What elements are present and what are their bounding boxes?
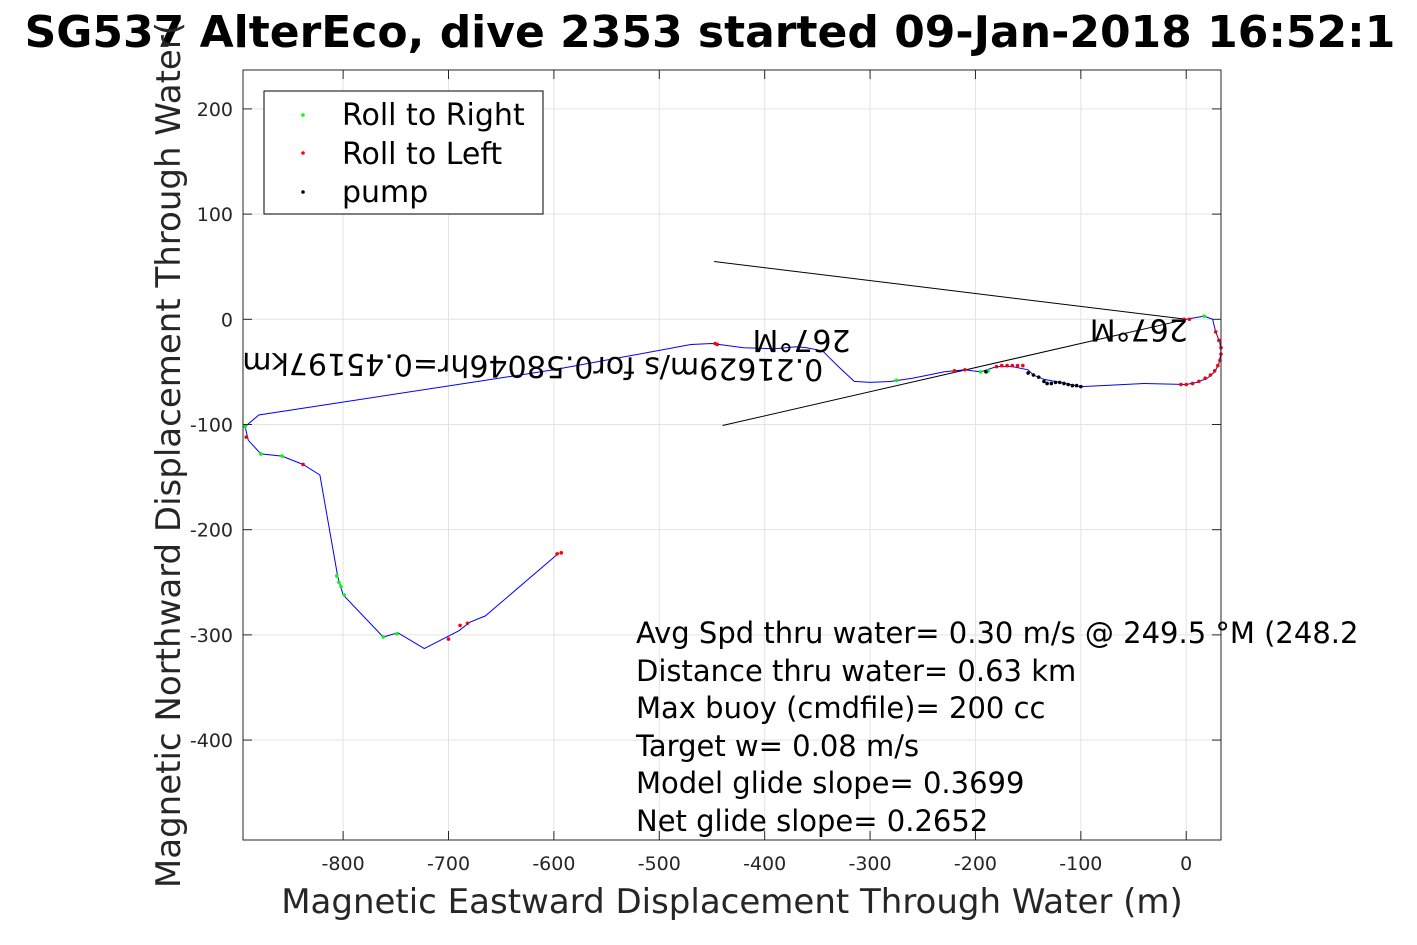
roll-right-point (395, 632, 399, 636)
stat-avg-speed: Avg Spd thru water= 0.30 m/s @ 249.5 °M … (636, 616, 1358, 650)
roll-right-point (339, 584, 343, 589)
pump-point (1049, 381, 1054, 386)
roll-left-point (1015, 363, 1020, 368)
pump-point (984, 370, 988, 374)
pump-point (1057, 380, 1062, 385)
pump-point (1074, 383, 1079, 388)
roll-left-point (1216, 363, 1220, 368)
marker-layer (243, 314, 1223, 641)
pump-point (1045, 381, 1049, 386)
y-tick-label: 0 (221, 309, 233, 331)
current-annotation: 0.21629m/s for0.58046hr=0.45197km (242, 345, 823, 387)
stat-target-w: Target w= 0.08 m/s (635, 729, 919, 763)
x-tick-label: 0 (1180, 853, 1192, 875)
stat-net-glide-slope: Net glide slope= 0.2652 (636, 804, 988, 838)
roll-left-point (1184, 382, 1189, 387)
roll-left-point (999, 363, 1004, 368)
roll-left-point (1187, 317, 1192, 322)
roll-right-point (381, 635, 385, 639)
roll-left-point (1197, 379, 1201, 384)
legend-box (263, 90, 544, 215)
roll-right-point (978, 370, 983, 374)
x-tick-label: -200 (954, 853, 997, 875)
roll-left-point (458, 623, 462, 628)
roll-right-point (1202, 314, 1206, 318)
grid (243, 70, 1221, 840)
x-axis-label: Magnetic Eastward Displacement Through W… (281, 882, 1183, 922)
pump-point (1031, 373, 1036, 377)
legend: Roll to Right Roll to Left pump (263, 90, 544, 215)
current-annotation: 267°M (752, 322, 850, 357)
roll-left-point (1010, 363, 1015, 368)
legend-label-pump: pump (342, 175, 428, 210)
stat-model-glide-slope: Model glide slope= 0.3699 (636, 766, 1024, 800)
y-tick-label: -300 (190, 625, 233, 647)
roll-right-point (280, 454, 284, 458)
roll-left-point (994, 364, 999, 369)
roll-right-point (337, 580, 341, 585)
roll-right-point (259, 452, 263, 456)
legend-label-roll-right: Roll to Right (342, 98, 525, 133)
chart-title: SG537 AlterEco, dive 2353 started 09-Jan… (25, 7, 1396, 58)
roll-left-point (555, 552, 559, 556)
x-tick-label: -100 (1059, 853, 1102, 875)
roll-right-point (894, 378, 899, 383)
roll-left-point (465, 621, 470, 626)
y-tick-label: -100 (190, 414, 233, 436)
roll-left-point (963, 367, 967, 372)
pump-point (1066, 382, 1070, 387)
axes-box (242, 69, 1222, 841)
pump-point (1026, 371, 1030, 375)
roll-left-point (1021, 363, 1025, 368)
roll-left-point (1203, 376, 1207, 381)
legend-marker-roll-left (301, 151, 305, 155)
roll-left-point (1005, 363, 1009, 368)
legend-marker-pump (301, 190, 305, 194)
pump-point (1042, 379, 1046, 384)
y-tick-label: -200 (190, 520, 233, 542)
x-tick-label: -700 (427, 853, 470, 875)
roll-left-point (301, 462, 305, 467)
roll-left-point (244, 435, 248, 439)
current-vector-line (714, 260, 1187, 320)
y-tick-label: 100 (197, 204, 233, 226)
roll-left-point (952, 369, 957, 373)
pump-point (1070, 383, 1075, 388)
roll-left-point (1212, 369, 1217, 373)
current-annotation: 267°M (1090, 311, 1188, 346)
roll-right-point (243, 424, 247, 429)
stat-max-buoy: Max buoy (cmdfile)= 200 cc (636, 691, 1045, 725)
pump-point (1036, 375, 1041, 379)
roll-left-point (1182, 317, 1186, 322)
x-tick-label: -500 (638, 853, 681, 875)
roll-left-point (1190, 381, 1195, 386)
roll-left-point (559, 551, 564, 555)
roll-left-point (1179, 382, 1183, 387)
pump-point (1053, 380, 1058, 385)
roll-left-point (715, 342, 720, 347)
x-tick-label: -800 (322, 853, 365, 875)
x-tick-label: -600 (532, 853, 575, 875)
pump-point (1062, 381, 1066, 386)
legend-marker-roll-right (301, 113, 305, 117)
y-axis-label: Magnetic Northward Displacement Through … (149, 22, 189, 888)
roll-right-point (342, 593, 346, 597)
roll-left-point (1213, 330, 1218, 334)
x-tick-label: -400 (743, 853, 786, 875)
roll-left-point (1208, 373, 1213, 377)
y-tick-label: -400 (190, 730, 233, 752)
roll-left-point (1217, 338, 1221, 343)
y-tick-label: 200 (197, 99, 233, 121)
axis-ticks: -800 -700 -600 -500 -400 -300 -200 -100 0 200 100 0… (190, 70, 1221, 875)
legend-label-roll-left: Roll to Left (342, 137, 502, 172)
stat-distance: Distance thru water= 0.63 km (636, 654, 1076, 688)
x-tick-label: -300 (848, 853, 891, 875)
roll-left-point (446, 637, 451, 641)
stats-block: Avg Spd thru water= 0.30 m/s @ 249.5 °M … (635, 616, 1358, 838)
roll-right-point (334, 574, 339, 578)
pump-point (1079, 384, 1083, 389)
